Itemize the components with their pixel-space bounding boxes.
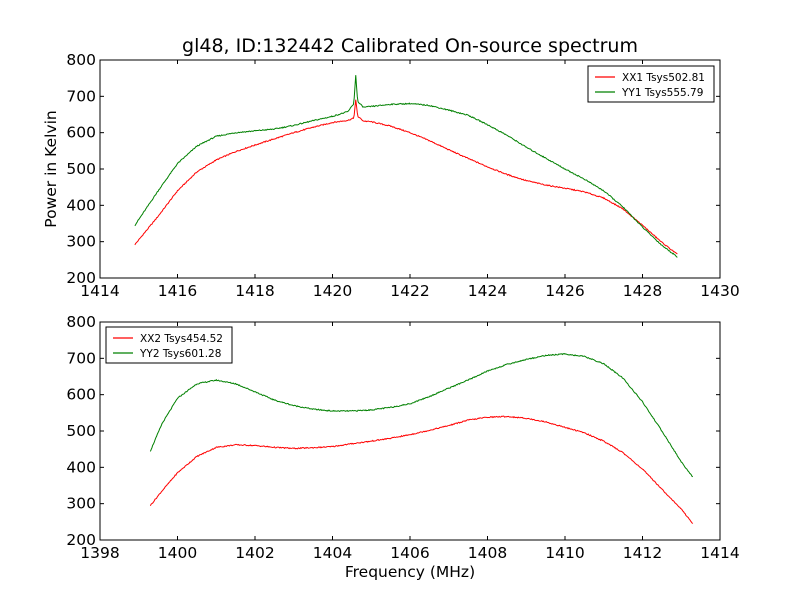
chart-title: gl48, ID:132442 Calibrated On-source spe… xyxy=(182,35,638,57)
legend-box xyxy=(587,65,715,103)
x-tick-label: 1414 xyxy=(700,544,739,562)
x-tick-label: 1418 xyxy=(235,282,274,300)
y-tick-label: 700 xyxy=(66,349,96,367)
y-tick-label: 800 xyxy=(66,51,96,69)
y-tick-label: 300 xyxy=(66,233,96,251)
x-axis-label: Frequency (MHz) xyxy=(345,563,475,581)
y-tick-label: 700 xyxy=(66,87,96,105)
x-tick-label: 1422 xyxy=(390,282,429,300)
legend: XX2 Tsys454.52 YY2 Tsys601.28 xyxy=(105,326,233,364)
x-tick-label: 1424 xyxy=(468,282,507,300)
series-line-2-2 xyxy=(149,353,694,478)
x-tick-label: 1400 xyxy=(158,544,197,562)
series-line-1-2 xyxy=(134,75,678,258)
x-tick-label: 1398 xyxy=(80,544,119,562)
legend-label: YY1 Tsys555.79 xyxy=(621,87,703,99)
y-tick-label: 600 xyxy=(66,386,96,404)
legend-label: XX2 Tsys454.52 xyxy=(140,333,223,345)
x-tick-label: 1430 xyxy=(700,282,739,300)
series-line-1-1 xyxy=(134,99,678,255)
legend-label: YY2 Tsys601.28 xyxy=(139,348,221,360)
x-tick-label: 1408 xyxy=(468,544,507,562)
x-tick-label: 1428 xyxy=(623,282,662,300)
x-tick-label: 1426 xyxy=(545,282,584,300)
y-tick-label: 500 xyxy=(66,422,96,440)
x-tick-label: 1410 xyxy=(545,544,584,562)
x-tick-label: 1420 xyxy=(313,282,352,300)
y-tick-label: 200 xyxy=(66,269,96,287)
legend-label: XX1 Tsys502.81 xyxy=(622,72,705,84)
legend: XX1 Tsys502.81 YY1 Tsys555.79 xyxy=(587,65,715,103)
y-tick-label: 200 xyxy=(66,531,96,549)
y-tick-label: 400 xyxy=(66,196,96,214)
y-axis-label: Power in Kelvin xyxy=(42,110,60,227)
x-tick-label: 1414 xyxy=(80,282,119,300)
legend-box xyxy=(105,326,233,364)
x-tick-label: 1412 xyxy=(623,544,662,562)
series-line-2-1 xyxy=(149,415,694,524)
x-tick-label: 1416 xyxy=(158,282,197,300)
y-tick-label: 600 xyxy=(66,124,96,142)
y-tick-label: 300 xyxy=(66,495,96,513)
chart-panel-1: 1414 1416 1418 1420 1422 1424 1426 1428 1430 200 3… xyxy=(42,35,740,300)
x-tick-label: 1402 xyxy=(235,544,274,562)
y-tick-label: 500 xyxy=(66,160,96,178)
y-tick-label: 400 xyxy=(66,458,96,476)
chart-panel-2: 1398 1400 1402 1404 1406 1408 1410 1412 1414 200 3… xyxy=(66,313,739,581)
x-tick-label: 1404 xyxy=(313,544,352,562)
x-tick-label: 1406 xyxy=(390,544,429,562)
y-tick-label: 800 xyxy=(66,313,96,331)
